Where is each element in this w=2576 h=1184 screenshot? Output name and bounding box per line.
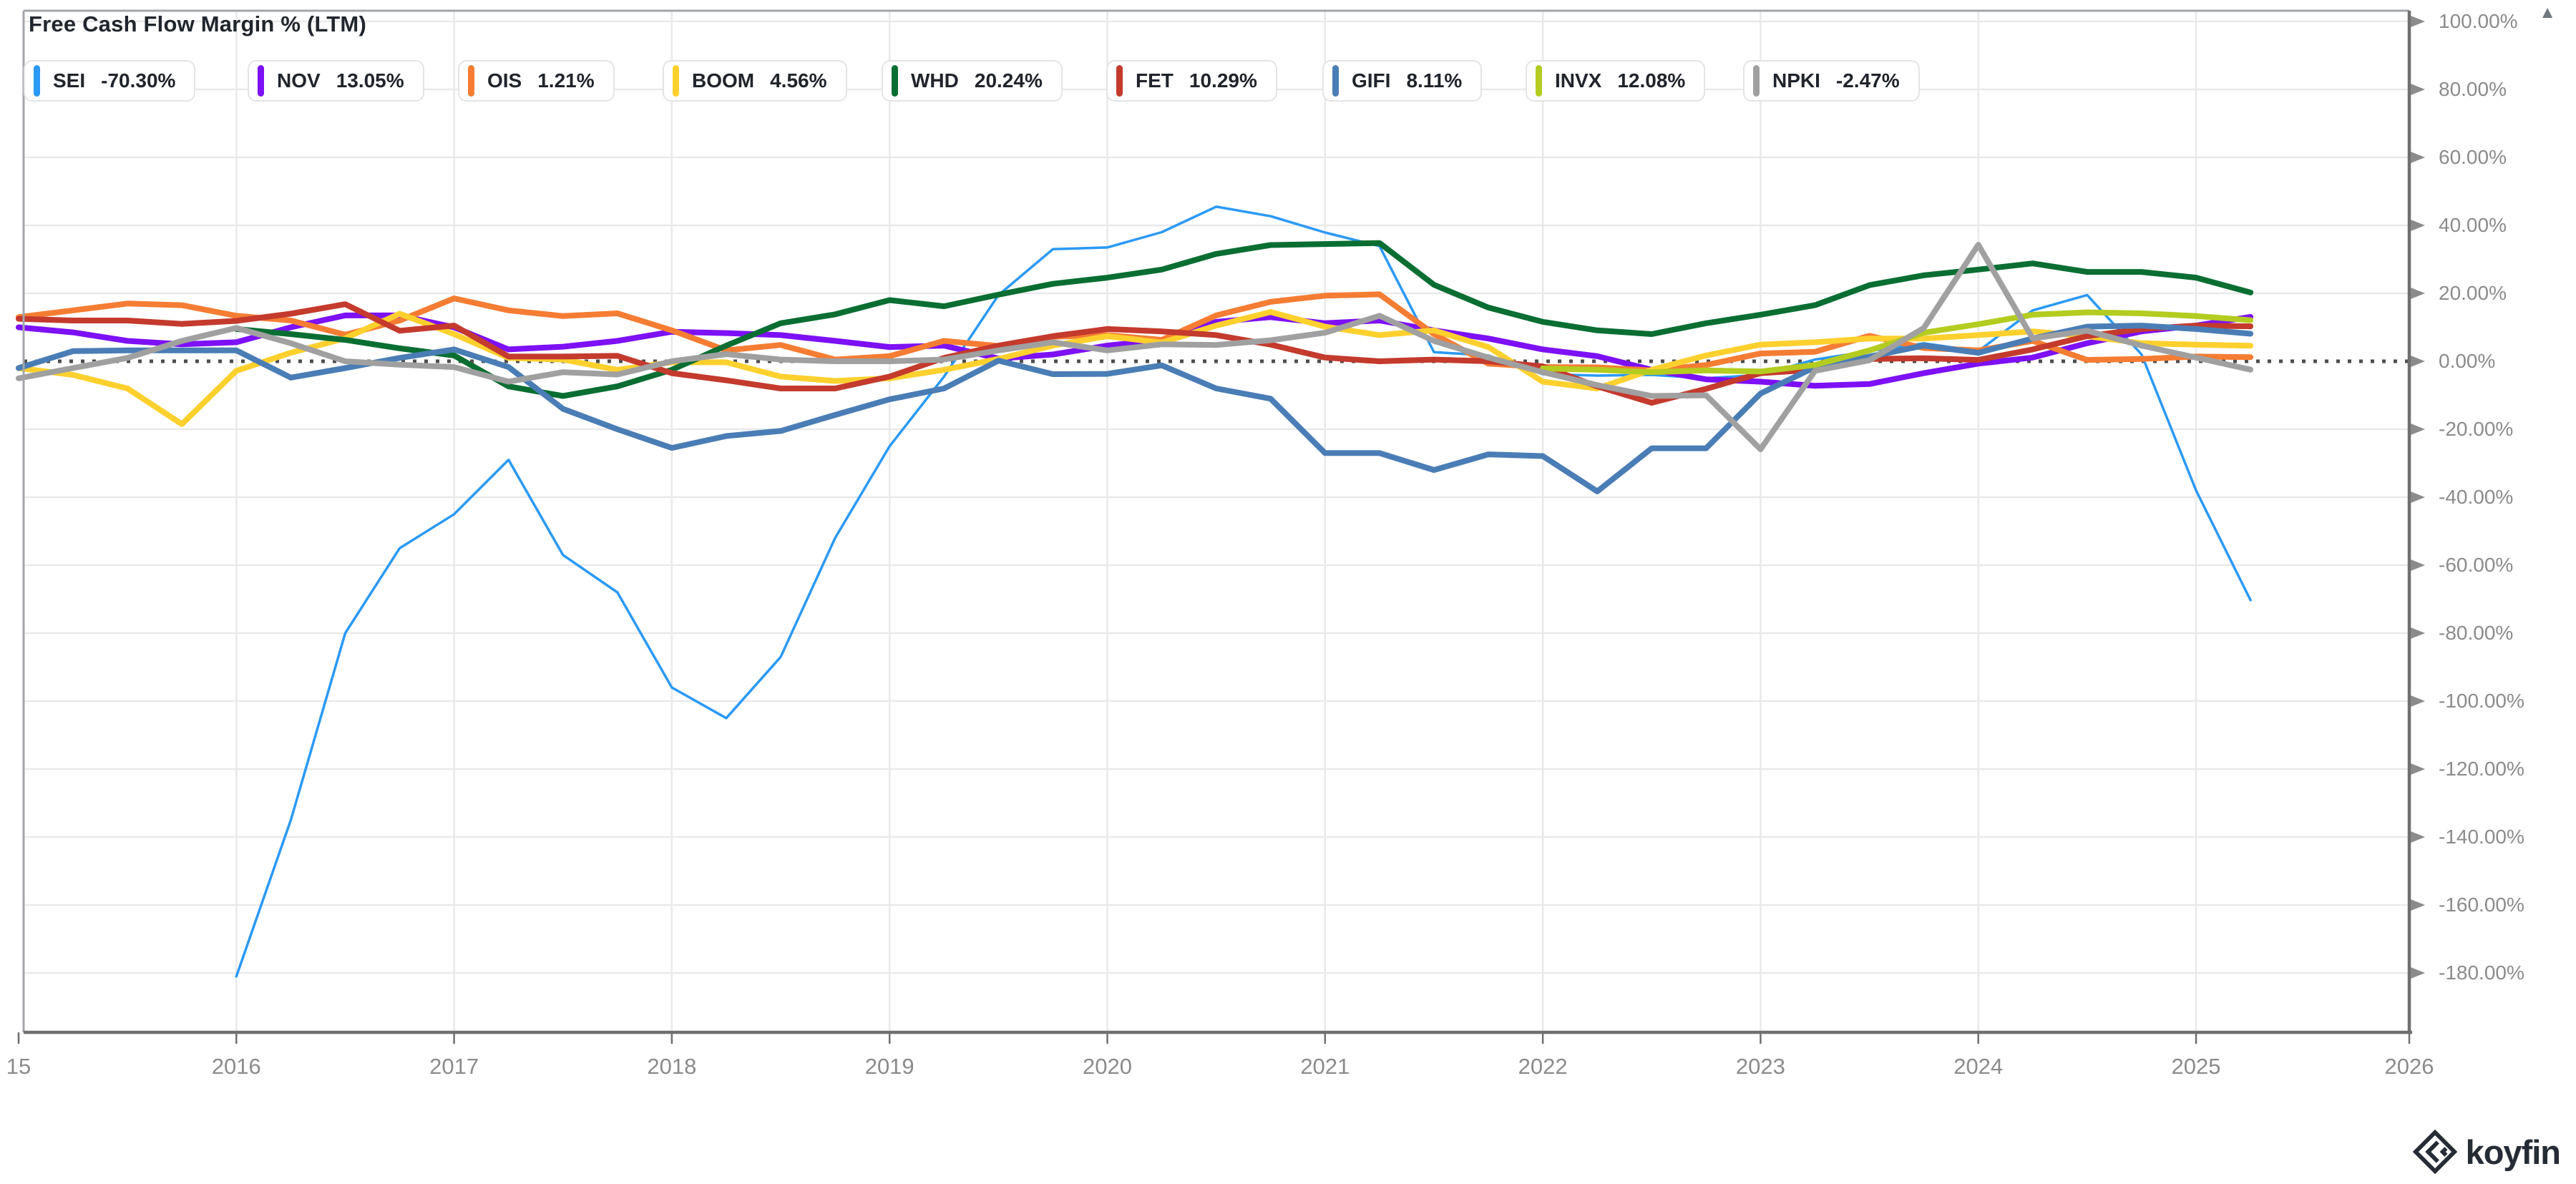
y-tick-label: 80.00% bbox=[2439, 78, 2507, 100]
series-line-gifi[interactable] bbox=[16, 323, 2254, 494]
y-tick-label: -60.00% bbox=[2439, 554, 2513, 576]
legend-swatch-ois bbox=[468, 65, 474, 97]
y-tick-label: -160.00% bbox=[2439, 894, 2524, 916]
legend-value: -2.47% bbox=[1835, 69, 1900, 92]
x-tick-label: 2024 bbox=[1953, 1054, 2003, 1079]
plot-border bbox=[22, 9, 2412, 1034]
gridlines bbox=[24, 11, 2409, 1032]
legend-ticker: GIFI bbox=[1352, 69, 1391, 92]
legend-pill-nov[interactable]: NOV 13.05% bbox=[248, 60, 424, 102]
y-tick-label: -180.00% bbox=[2439, 962, 2524, 984]
x-tick-label: 15 bbox=[6, 1054, 31, 1079]
legend-value: 1.21% bbox=[537, 69, 595, 92]
legend-ticker: OIS bbox=[487, 69, 522, 92]
legend-value: 4.56% bbox=[770, 69, 827, 92]
series-line-nov[interactable] bbox=[16, 312, 2254, 389]
x-tick-label: 2019 bbox=[865, 1054, 914, 1079]
x-tick-label: 2022 bbox=[1518, 1054, 1568, 1079]
y-axis: 100.00% 80.00% 60.00% 40.00% 20.00% 0.00% -20.… bbox=[2411, 10, 2524, 984]
x-tick-label: 2026 bbox=[2385, 1054, 2434, 1079]
legend-value: -70.30% bbox=[101, 69, 176, 92]
legend-pill-whd[interactable]: WHD 20.24% bbox=[882, 60, 1063, 102]
y-tick-label: 40.00% bbox=[2439, 214, 2507, 236]
legend-value: 20.24% bbox=[974, 69, 1043, 92]
legend-pill-npki[interactable]: NPKI -2.47% bbox=[1743, 60, 1920, 102]
series-lines bbox=[16, 205, 2254, 978]
legend-value: 12.08% bbox=[1617, 69, 1686, 92]
legend-ticker: BOOM bbox=[692, 69, 755, 92]
legend-swatch-invx bbox=[1536, 65, 1542, 97]
y-tick-label: -120.00% bbox=[2439, 758, 2524, 780]
legend-ticker: NPKI bbox=[1772, 69, 1820, 92]
x-tick-label: 2025 bbox=[2172, 1054, 2221, 1079]
legend-ticker: SEI bbox=[53, 69, 86, 92]
x-tick-label: 2023 bbox=[1736, 1054, 1785, 1079]
legend-pill-fet[interactable]: FET 10.29% bbox=[1106, 60, 1277, 102]
legend-value: 10.29% bbox=[1189, 69, 1257, 92]
legend-swatch-npki bbox=[1753, 65, 1760, 97]
series-line-npki[interactable] bbox=[16, 242, 2254, 452]
legend-pill-gifi[interactable]: GIFI 8.11% bbox=[1322, 60, 1483, 102]
x-tick-label: 2017 bbox=[429, 1054, 479, 1079]
y-tick-label: -40.00% bbox=[2439, 486, 2513, 508]
y-tick-label: -100.00% bbox=[2439, 690, 2524, 712]
legend-value: 8.11% bbox=[1406, 69, 1463, 92]
y-tick-label: -140.00% bbox=[2439, 826, 2524, 848]
legend-value: 13.05% bbox=[336, 69, 404, 92]
x-axis: 15 2016 2017 2018 2019 2020 2021 2022 2023 2024 20… bbox=[6, 1032, 2434, 1079]
y-tick-label: -80.00% bbox=[2439, 622, 2513, 644]
legend-swatch-gifi bbox=[1332, 65, 1339, 97]
legend-pill-sei[interactable]: SEI -70.30% bbox=[24, 60, 196, 102]
legend-swatch-nov bbox=[258, 65, 264, 97]
x-tick-label: 2021 bbox=[1300, 1054, 1350, 1079]
scroll-top-icon[interactable]: ▲ bbox=[2539, 3, 2556, 22]
legend-pill-boom[interactable]: BOOM 4.56% bbox=[663, 60, 847, 102]
series-line-boom[interactable] bbox=[16, 309, 2254, 427]
y-tick-label: 20.00% bbox=[2439, 282, 2507, 304]
legend-ticker: WHD bbox=[911, 69, 959, 92]
x-tick-label: 2018 bbox=[647, 1054, 696, 1079]
x-tick-label: 2016 bbox=[212, 1054, 261, 1079]
legend-row: SEI -70.30% NOV 13.05% OIS 1.21% BOOM 4.56% WHD 2… bbox=[0, 60, 2576, 103]
y-tick-label: 60.00% bbox=[2439, 146, 2507, 168]
legend-pill-ois[interactable]: OIS 1.21% bbox=[458, 60, 615, 102]
series-line-whd[interactable] bbox=[233, 240, 2254, 399]
koyfin-logo-text: koyfin bbox=[2465, 1132, 2561, 1171]
y-tick-label: 100.00% bbox=[2439, 10, 2518, 32]
y-tick-label: 0.00% bbox=[2439, 350, 2495, 372]
legend-swatch-sei bbox=[34, 65, 40, 97]
y-tick-label: -20.00% bbox=[2439, 418, 2513, 440]
legend-ticker: FET bbox=[1136, 69, 1174, 92]
legend-swatch-fet bbox=[1116, 65, 1123, 97]
legend-swatch-boom bbox=[673, 65, 679, 97]
series-line-fet[interactable] bbox=[16, 301, 2254, 406]
legend-pill-invx[interactable]: INVX 12.08% bbox=[1526, 60, 1706, 102]
x-tick-label: 2020 bbox=[1083, 1054, 1132, 1079]
legend-swatch-whd bbox=[892, 65, 898, 97]
legend-ticker: NOV bbox=[277, 69, 321, 92]
legend-ticker: INVX bbox=[1555, 69, 1602, 92]
koyfin-diamond-icon bbox=[2412, 1130, 2457, 1174]
page-title: Free Cash Flow Margin % (LTM) bbox=[29, 11, 366, 36]
koyfin-logo: koyfin bbox=[2412, 1130, 2561, 1174]
